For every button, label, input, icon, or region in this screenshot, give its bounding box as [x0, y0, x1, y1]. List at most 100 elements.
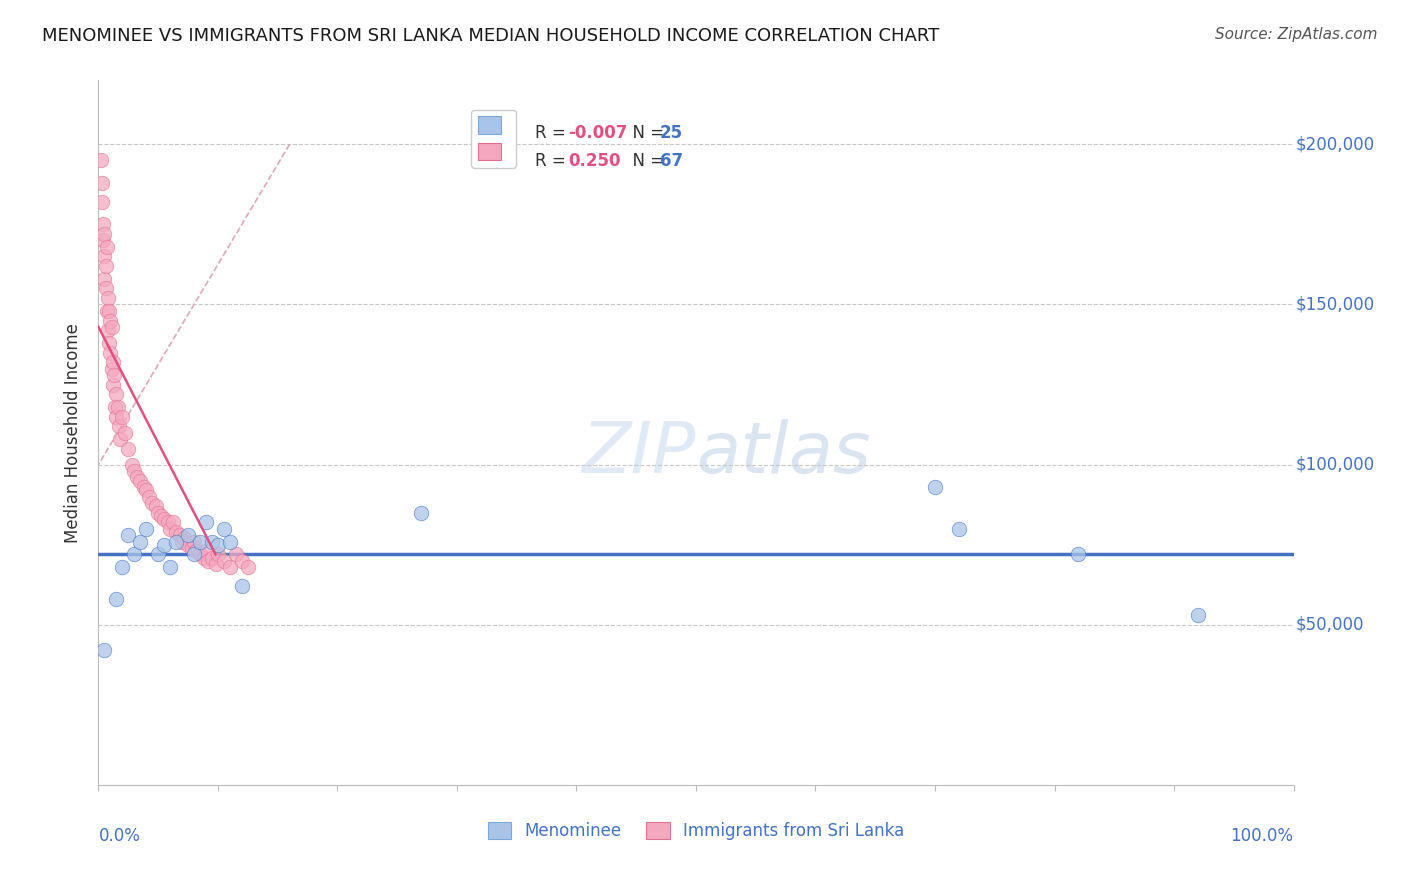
Point: [180, 541, 202, 555]
Point: [165, 524, 187, 539]
Point: [193, 550, 215, 565]
Point: [93, 227, 115, 241]
Point: [124, 464, 146, 478]
Point: [105, 409, 128, 424]
Text: 0.0%: 0.0%: [98, 827, 141, 846]
Point: [129, 534, 152, 549]
Point: [195, 544, 218, 558]
Point: [207, 547, 229, 561]
Point: [177, 538, 200, 552]
Point: [188, 547, 211, 561]
Point: [236, 560, 259, 574]
Text: MENOMINEE VS IMMIGRANTS FROM SRI LANKA MEDIAN HOUSEHOLD INCOME CORRELATION CHART: MENOMINEE VS IMMIGRANTS FROM SRI LANKA M…: [42, 27, 939, 45]
Text: 25: 25: [661, 124, 683, 142]
Point: [201, 534, 224, 549]
Point: [125, 470, 148, 484]
Point: [104, 400, 127, 414]
Legend: Menominee, Immigrants from Sri Lanka: Menominee, Immigrants from Sri Lanka: [481, 815, 911, 847]
Point: [201, 550, 224, 565]
Point: [108, 432, 131, 446]
Point: [177, 528, 200, 542]
Point: [132, 480, 155, 494]
Point: [124, 547, 146, 561]
Point: [231, 554, 253, 568]
Point: [96, 240, 118, 254]
Text: ZIP: ZIP: [582, 419, 696, 488]
Point: [153, 512, 176, 526]
Point: [948, 522, 970, 536]
Point: [207, 538, 229, 552]
Point: [105, 592, 128, 607]
Point: [96, 304, 118, 318]
Point: [924, 480, 946, 494]
Point: [97, 291, 120, 305]
Point: [91, 218, 114, 232]
Point: [114, 425, 136, 440]
Point: [98, 335, 121, 350]
Point: [141, 496, 163, 510]
Point: [1187, 608, 1209, 623]
Point: [135, 483, 157, 498]
Point: [100, 361, 122, 376]
Point: [101, 377, 124, 392]
Point: [93, 643, 115, 657]
Point: [156, 516, 179, 530]
Text: R =: R =: [534, 153, 571, 170]
Point: [183, 547, 205, 561]
Point: [219, 534, 242, 549]
Point: [169, 528, 191, 542]
Point: [94, 259, 117, 273]
Text: $50,000: $50,000: [1296, 615, 1364, 634]
Point: [183, 534, 205, 549]
Point: [91, 194, 114, 209]
Point: [93, 250, 115, 264]
Point: [93, 272, 115, 286]
Point: [117, 528, 139, 542]
Point: [103, 368, 125, 382]
Point: [231, 579, 253, 593]
Point: [219, 560, 242, 574]
Point: [148, 547, 170, 561]
Point: [97, 323, 120, 337]
Text: N =: N =: [621, 153, 669, 170]
Point: [98, 345, 122, 359]
Point: [145, 500, 167, 514]
Point: [101, 355, 124, 369]
Point: [107, 400, 129, 414]
Point: [100, 320, 122, 334]
Point: [186, 544, 208, 558]
Point: [197, 554, 219, 568]
Point: [111, 409, 134, 424]
Point: [195, 516, 218, 530]
Text: 0.250: 0.250: [568, 153, 620, 170]
Point: [91, 234, 114, 248]
Point: [149, 508, 172, 523]
Point: [165, 534, 187, 549]
Point: [121, 458, 143, 472]
Point: [129, 474, 152, 488]
Point: [98, 304, 121, 318]
Point: [225, 547, 247, 561]
Point: [90, 153, 112, 168]
Point: [162, 516, 184, 530]
Text: $200,000: $200,000: [1296, 136, 1375, 153]
Point: [105, 387, 128, 401]
Text: atlas: atlas: [696, 419, 870, 488]
Point: [107, 419, 129, 434]
Point: [94, 281, 117, 295]
Text: R =: R =: [534, 124, 571, 142]
Point: [91, 176, 114, 190]
Point: [117, 442, 139, 456]
Point: [98, 313, 122, 327]
Point: [212, 554, 235, 568]
Point: [148, 506, 170, 520]
Point: [188, 534, 211, 549]
Point: [172, 534, 194, 549]
Point: [159, 560, 181, 574]
Point: [204, 557, 226, 571]
Point: [111, 560, 134, 574]
Y-axis label: Median Household Income: Median Household Income: [63, 323, 82, 542]
Text: N =: N =: [621, 124, 669, 142]
Text: 100.0%: 100.0%: [1230, 827, 1294, 846]
Text: $100,000: $100,000: [1296, 456, 1375, 474]
